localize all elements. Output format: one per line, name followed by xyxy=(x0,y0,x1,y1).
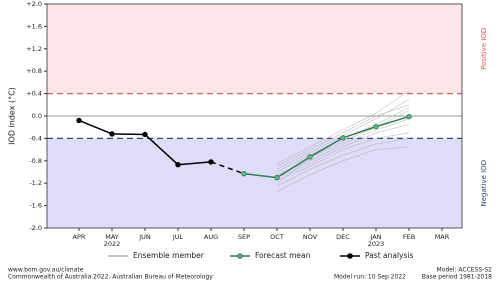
series-marker xyxy=(109,131,115,137)
region-label: Negative IOD xyxy=(480,160,488,207)
x-tick-label: DEC xyxy=(336,233,350,241)
legend-label: Ensemble member xyxy=(133,251,205,260)
series-marker xyxy=(142,131,148,138)
legend-label: Forecast mean xyxy=(255,251,311,260)
series-marker xyxy=(307,154,313,160)
legend-marker xyxy=(347,253,353,259)
y-tick-label: +0.4 xyxy=(26,90,42,98)
x-year-label: 2023 xyxy=(368,240,385,248)
y-tick-label: -1.2 xyxy=(29,179,42,187)
series-marker xyxy=(76,117,82,124)
series-marker xyxy=(175,162,181,168)
ensemble-line xyxy=(276,132,410,181)
x-tick-label: APR xyxy=(73,233,86,241)
x-tick-label: NOV xyxy=(303,233,318,241)
y-tick-label: +1.2 xyxy=(26,45,42,53)
y-tick-label: +2.0 xyxy=(26,0,42,8)
x-tick-label: MAY xyxy=(105,233,119,241)
series-marker xyxy=(241,170,247,177)
plot-frame xyxy=(46,3,463,229)
legend-label: Past analysis xyxy=(365,251,413,260)
series-marker xyxy=(340,135,346,141)
y-tick-label: 0.0 xyxy=(32,112,42,120)
x-tick-label: AUG xyxy=(204,233,218,241)
series-marker xyxy=(208,159,214,165)
x-tick-label: JAN xyxy=(369,233,381,241)
region-label: Positive IOD xyxy=(480,28,488,70)
ensemble-line xyxy=(276,118,410,176)
footer-copyright: Commonwealth of Australia 2022, Australi… xyxy=(8,274,213,281)
y-tick-label: -0.4 xyxy=(29,134,42,142)
x-year-label: 2022 xyxy=(104,240,121,248)
y-tick-label: +1.6 xyxy=(26,22,42,30)
x-tick-label: FEB xyxy=(403,233,415,241)
ensemble-line xyxy=(276,104,410,167)
y-tick-label: +0.8 xyxy=(26,67,42,75)
ensemble-line xyxy=(276,138,410,187)
x-tick-label: JUN xyxy=(138,233,151,241)
iod-region xyxy=(47,138,462,228)
x-tick-label: OCT xyxy=(270,233,284,241)
y-axis-label: IOD index (°C) xyxy=(8,87,17,145)
x-tick-label: MAR xyxy=(435,233,450,241)
series-marker xyxy=(373,123,379,130)
footer-model-run: Model run: 10 Sep 2022 xyxy=(334,274,406,281)
connector-line xyxy=(210,161,245,175)
x-tick-label: SEP xyxy=(238,233,250,241)
footer-model: Model: ACCESS-S2 xyxy=(436,267,492,274)
ensemble-line xyxy=(276,110,410,184)
y-tick-label: -2.0 xyxy=(29,224,42,232)
series-line xyxy=(243,115,410,179)
ensemble-line xyxy=(276,124,410,178)
footer-base-period: Base period 1981-2018 xyxy=(422,274,492,281)
footer-url: www.bom.gov.au/climate xyxy=(8,267,84,274)
legend-marker xyxy=(237,253,243,259)
iod-region xyxy=(47,4,462,94)
ensemble-line xyxy=(276,146,410,192)
series-marker xyxy=(406,113,412,120)
x-tick-label: JUL xyxy=(172,233,184,241)
series-marker xyxy=(274,174,280,181)
y-tick-label: -0.8 xyxy=(29,157,42,165)
y-tick-label: -1.6 xyxy=(29,202,42,210)
ensemble-line xyxy=(276,90,410,164)
